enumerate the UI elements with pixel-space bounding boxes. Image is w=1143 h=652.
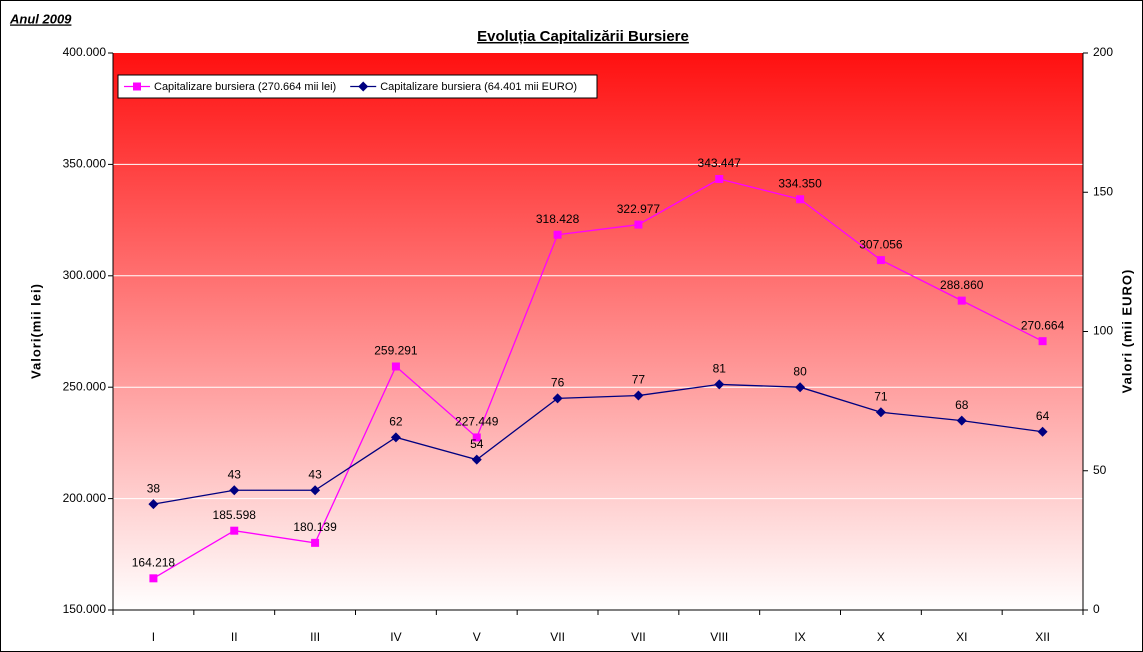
- data-label: 164.218: [132, 555, 176, 569]
- marker: [311, 538, 320, 547]
- series-line: [153, 383, 1043, 505]
- y-tick-label: 350.000: [63, 157, 107, 171]
- chart-title: Evoluția Capitalizării Bursiere: [477, 28, 689, 45]
- data-label: 259.291: [374, 344, 418, 358]
- data-label: 270.664: [1021, 318, 1065, 332]
- y2-tick-label: 100: [1093, 324, 1113, 338]
- y2-tick-label: 200: [1093, 45, 1113, 59]
- data-label: 318.428: [536, 212, 580, 226]
- x-tick-label: VII: [550, 630, 565, 644]
- data-label: 64: [1036, 409, 1050, 423]
- y-tick-label: 400.000: [63, 45, 107, 59]
- marker: [149, 574, 158, 583]
- marker: [634, 220, 643, 229]
- marker: [552, 393, 563, 404]
- subtitle: Anul 2009: [9, 11, 72, 26]
- data-label: 68: [955, 398, 969, 412]
- legend-label: Capitalizare bursiera (64.401 mii EURO): [380, 81, 577, 93]
- x-tick-label: II: [231, 630, 238, 644]
- x-tick-label: I: [152, 630, 155, 644]
- marker: [390, 432, 401, 443]
- x-tick-label: XII: [1035, 630, 1050, 644]
- data-label: 185.598: [213, 508, 257, 522]
- data-label: 322.977: [617, 202, 661, 216]
- marker: [956, 415, 967, 426]
- data-label: 307.056: [859, 237, 903, 251]
- y-tick-label: 300.000: [63, 268, 107, 282]
- y2-tick-label: 150: [1093, 184, 1113, 198]
- x-tick-label: IV: [390, 630, 401, 644]
- y-tick-label: 200.000: [63, 491, 107, 505]
- y-tick-label: 250.000: [63, 379, 107, 393]
- data-label: 76: [551, 376, 565, 390]
- data-label: 77: [632, 373, 646, 387]
- marker: [957, 296, 966, 305]
- marker: [310, 485, 321, 496]
- plot-area: [113, 53, 1083, 610]
- data-label: 334.350: [778, 176, 822, 190]
- marker: [472, 433, 481, 442]
- data-label: 81: [713, 362, 727, 376]
- legend-label: Capitalizare bursiera (270.664 mii lei): [154, 81, 336, 93]
- x-tick-label: IX: [794, 630, 805, 644]
- data-label: 54: [470, 437, 484, 451]
- marker: [1038, 337, 1047, 346]
- data-label: 227.449: [455, 415, 499, 429]
- data-label: 38: [147, 481, 161, 495]
- y2-axis-label: Valori (mii EURO): [1119, 269, 1134, 394]
- x-tick-label: III: [310, 630, 320, 644]
- marker: [875, 407, 886, 418]
- y-axis-label: Valori(mii lei): [28, 283, 43, 379]
- y2-tick-label: 50: [1093, 463, 1107, 477]
- marker: [148, 499, 159, 510]
- data-label: 80: [793, 364, 807, 378]
- data-label: 180.139: [293, 520, 337, 534]
- marker: [553, 230, 562, 239]
- marker: [230, 526, 239, 535]
- marker: [714, 379, 725, 390]
- data-label: 71: [874, 389, 888, 403]
- data-label: 43: [228, 467, 242, 481]
- data-label: 288.860: [940, 278, 984, 292]
- x-tick-label: VIII: [710, 630, 728, 644]
- series-line: [153, 178, 1043, 579]
- marker: [391, 362, 400, 371]
- x-tick-label: VII: [631, 630, 646, 644]
- data-label: 62: [389, 415, 403, 429]
- marker: [795, 382, 806, 393]
- marker: [633, 390, 644, 401]
- data-label: 343.447: [698, 156, 742, 170]
- marker: [715, 175, 724, 184]
- marker: [876, 256, 885, 265]
- data-label: 43: [308, 467, 322, 481]
- marker: [471, 454, 482, 465]
- marker: [1037, 426, 1048, 437]
- marker: [796, 195, 805, 204]
- x-tick-label: V: [473, 630, 481, 644]
- legend-marker: [358, 81, 369, 92]
- y2-tick-label: 0: [1093, 602, 1100, 616]
- legend-marker: [133, 82, 141, 91]
- x-tick-label: XI: [956, 630, 967, 644]
- y-tick-label: 150.000: [63, 602, 107, 616]
- x-tick-label: X: [877, 630, 885, 644]
- marker: [229, 485, 240, 496]
